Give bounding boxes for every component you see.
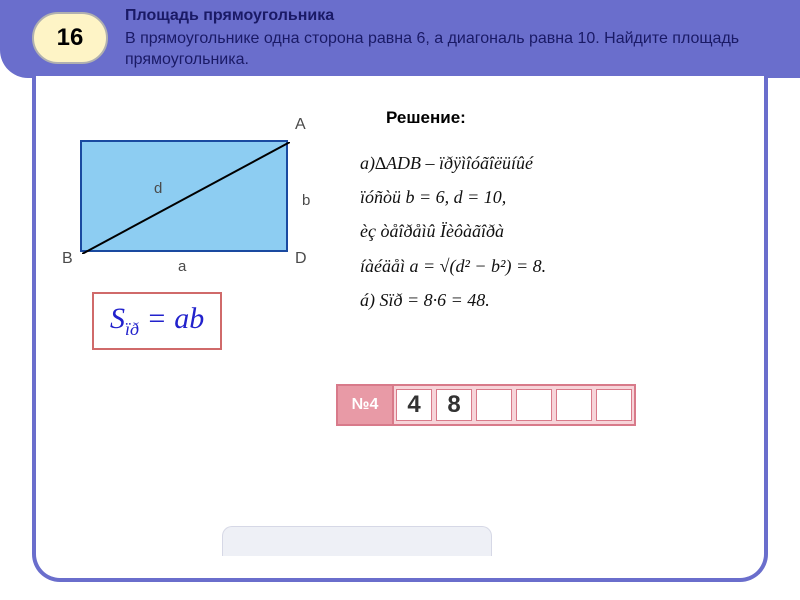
solution-body: а)∆ADB – ïðÿìîóãîëüíûé ïóñòü b = 6, d = … (360, 146, 730, 317)
problem-statement: В прямоугольнике одна сторона равна 6, а… (125, 29, 776, 71)
vertex-label-D: D (295, 250, 307, 268)
solution-heading: Решение: (386, 108, 466, 128)
solution-line: èç òåîðåìû Ïèôàãîðà (360, 214, 730, 248)
bottom-panel (222, 526, 492, 556)
answer-cell[interactable]: 4 (396, 389, 432, 421)
title-area: Площадь прямоугольника В прямоугольнике … (125, 6, 776, 70)
side-label-a: a (178, 258, 186, 275)
solution-line: íàéäåì a = √(d² − b²) = 8. (360, 249, 730, 283)
answer-cell[interactable] (596, 389, 632, 421)
answer-cell[interactable] (516, 389, 552, 421)
diagonal-label-d: d (154, 180, 162, 197)
page-title: Площадь прямоугольника (125, 6, 776, 27)
solution-line: á) Sïð = 8·6 = 48. (360, 283, 730, 317)
problem-number-badge: 16 (32, 12, 108, 64)
answer-cell[interactable] (556, 389, 592, 421)
diagonal-line (82, 142, 290, 254)
vertex-label-B: B (62, 250, 73, 268)
answer-label: №4 (338, 386, 394, 424)
side-label-b: b (302, 192, 310, 209)
problem-number: 16 (57, 24, 84, 52)
solution-line: ïóñòü b = 6, d = 10, (360, 180, 730, 214)
vertex-label-A: A (295, 116, 306, 134)
answer-cell[interactable]: 8 (436, 389, 472, 421)
answer-cell[interactable] (476, 389, 512, 421)
formula-text: Sïð = ab (110, 302, 204, 335)
rectangle-diagram: A B D a b d (70, 110, 310, 280)
answer-box: №4 4 8 (336, 384, 636, 426)
rectangle-shape (80, 140, 288, 252)
area-formula: Sïð = ab (92, 292, 222, 350)
solution-line: а)∆ADB – ïðÿìîóãîëüíûé (360, 146, 730, 180)
